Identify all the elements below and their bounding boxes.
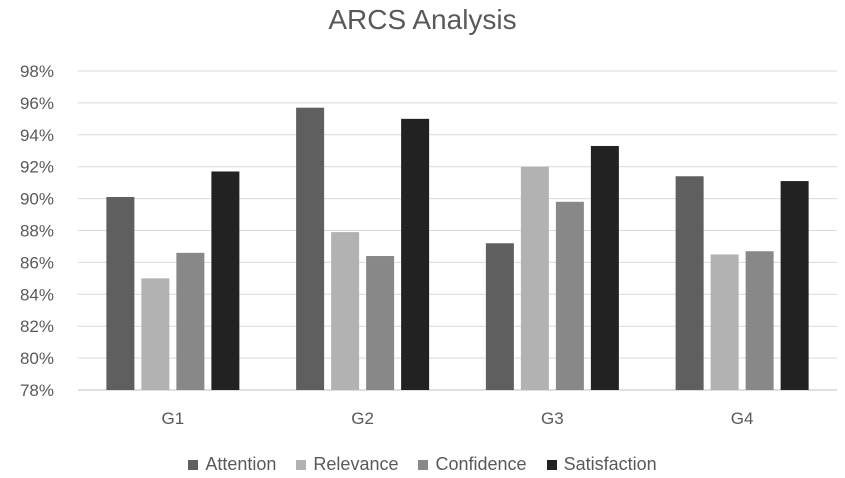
bar-relevance-g1 — [141, 278, 170, 390]
y-axis-ticks: 78% 80% 82% 84% 86% 88% 90% 92% 94% 96% 98% — [20, 62, 54, 400]
y-tick-label: 86% — [20, 253, 54, 272]
legend-item-confidence: Confidence — [418, 454, 527, 475]
legend-item-relevance: Relevance — [296, 454, 398, 475]
y-tick-label: 98% — [20, 62, 54, 81]
x-tick-label: G4 — [731, 409, 754, 428]
legend-swatch — [296, 459, 307, 470]
bar-satisfaction-g2 — [401, 118, 430, 390]
bar-attention-g1 — [106, 197, 135, 390]
legend-swatch — [546, 459, 557, 470]
legend-item-attention: Attention — [188, 454, 276, 475]
legend-swatch — [418, 459, 429, 470]
y-tick-label: 90% — [20, 190, 54, 209]
bar-attention-g3 — [485, 243, 514, 390]
y-tick-label: 80% — [20, 349, 54, 368]
legend-label: Attention — [205, 454, 277, 474]
x-axis-ticks: G1 G2 G3 G4 — [162, 409, 754, 428]
y-tick-label: 78% — [20, 381, 54, 400]
bar-satisfaction-g4 — [780, 181, 809, 390]
bars — [106, 107, 809, 390]
bar-relevance-g2 — [331, 232, 360, 390]
bar-satisfaction-g1 — [211, 171, 240, 390]
bar-confidence-g2 — [366, 256, 395, 390]
legend-label: Relevance — [313, 454, 399, 474]
bar-confidence-g4 — [745, 251, 774, 390]
y-tick-label: 88% — [20, 222, 54, 241]
legend-label: Confidence — [435, 454, 527, 474]
bar-attention-g2 — [296, 107, 325, 390]
gridlines — [78, 70, 837, 391]
x-tick-label: G2 — [351, 409, 374, 428]
bar-confidence-g1 — [176, 252, 205, 390]
y-tick-label: 84% — [20, 285, 54, 304]
legend-swatch — [188, 459, 199, 470]
x-tick-label: G3 — [541, 409, 564, 428]
y-tick-label: 82% — [20, 317, 54, 336]
bar-relevance-g3 — [520, 166, 549, 390]
bar-relevance-g4 — [710, 254, 739, 390]
chart-title: ARCS Analysis — [328, 4, 517, 35]
bar-attention-g4 — [675, 176, 704, 390]
bar-satisfaction-g3 — [590, 145, 619, 390]
legend-item-satisfaction: Satisfaction — [546, 454, 657, 475]
legend-label: Satisfaction — [563, 454, 657, 474]
y-tick-label: 92% — [20, 158, 54, 177]
bar-confidence-g3 — [555, 201, 584, 390]
x-tick-label: G1 — [162, 409, 185, 428]
y-tick-label: 94% — [20, 126, 54, 145]
legend: Attention Relevance Confidence Satisfaction — [0, 454, 845, 475]
y-tick-label: 96% — [20, 94, 54, 113]
